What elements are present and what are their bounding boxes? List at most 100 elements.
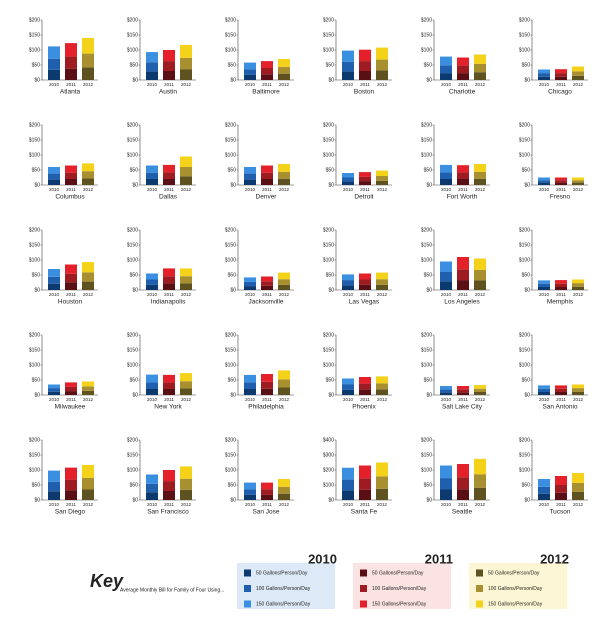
panel-title: Salt Lake City bbox=[442, 404, 483, 411]
bar-segment bbox=[278, 66, 290, 74]
bar-segment bbox=[261, 172, 273, 179]
x-tick-label: 2011 bbox=[458, 502, 468, 507]
y-tick-label: $0 bbox=[328, 392, 334, 398]
bar-segment bbox=[538, 385, 550, 389]
bar-segment bbox=[440, 478, 452, 490]
y-tick-label: $150 bbox=[29, 32, 40, 38]
x-tick-label: 2010 bbox=[539, 187, 550, 192]
y-tick-label: $0 bbox=[328, 77, 334, 83]
x-tick-label: 2010 bbox=[245, 397, 256, 402]
bar-segment bbox=[572, 491, 584, 500]
panel-title: Dallas bbox=[159, 194, 178, 201]
bar-segment bbox=[48, 58, 60, 70]
bar-segment bbox=[180, 57, 192, 70]
x-tick-label: 2012 bbox=[181, 82, 192, 87]
bar-segment bbox=[48, 481, 60, 492]
bar-segment bbox=[82, 464, 94, 478]
y-tick-label: $200 bbox=[29, 227, 40, 233]
bar-segment bbox=[163, 283, 175, 290]
bar-segment bbox=[261, 61, 273, 68]
bar-segment bbox=[261, 285, 273, 290]
bar-segment bbox=[278, 379, 290, 388]
x-tick-label: 2010 bbox=[245, 187, 256, 192]
bar-segment bbox=[555, 388, 567, 392]
y-tick-label: $100 bbox=[225, 47, 236, 53]
x-tick-label: 2011 bbox=[66, 187, 76, 192]
panel-title: Fresno bbox=[550, 194, 571, 201]
y-tick-label: $200 bbox=[519, 17, 530, 23]
bar-segment bbox=[244, 179, 256, 185]
bar-segment bbox=[457, 489, 469, 500]
bar-segment bbox=[555, 177, 567, 181]
bar-segment bbox=[244, 277, 256, 282]
bar-segment bbox=[278, 284, 290, 290]
bar-segment bbox=[376, 176, 388, 181]
key-box bbox=[353, 563, 451, 609]
bar-segment bbox=[538, 479, 550, 487]
bar-segment bbox=[359, 279, 371, 285]
panel-title: Fort Worth bbox=[447, 194, 478, 201]
bar-segment bbox=[474, 171, 486, 179]
panel-title: Phoenix bbox=[352, 404, 376, 411]
y-tick-label: $100 bbox=[323, 152, 334, 158]
bar-segment bbox=[474, 474, 486, 488]
bar-segment bbox=[555, 180, 567, 183]
bar-segment bbox=[376, 383, 388, 390]
panel-title: Memphis bbox=[547, 299, 574, 306]
bar-segment bbox=[555, 476, 567, 485]
y-tick-label: $100 bbox=[323, 47, 334, 53]
x-tick-label: 2011 bbox=[164, 292, 174, 297]
bar-segment bbox=[180, 276, 192, 284]
x-tick-label: 2010 bbox=[539, 397, 550, 402]
x-tick-label: 2012 bbox=[475, 82, 486, 87]
y-tick-label: $150 bbox=[29, 347, 40, 353]
y-tick-label: $200 bbox=[519, 122, 530, 128]
key-swatch bbox=[360, 600, 367, 608]
x-tick-label: 2010 bbox=[539, 502, 550, 507]
key-swatch bbox=[244, 600, 251, 608]
y-tick-label: $100 bbox=[421, 467, 432, 473]
y-tick-label: $200 bbox=[127, 332, 138, 338]
y-tick-label: $150 bbox=[323, 137, 334, 143]
bar-segment bbox=[474, 385, 486, 389]
bar-segment bbox=[474, 164, 486, 172]
key-swatch bbox=[244, 585, 251, 592]
bar-segment bbox=[163, 172, 175, 179]
bar-segment bbox=[342, 61, 354, 72]
y-tick-label: $100 bbox=[421, 257, 432, 263]
bar-segment bbox=[278, 387, 290, 395]
y-tick-label: $50 bbox=[228, 482, 237, 488]
bar-segment bbox=[457, 57, 469, 66]
y-tick-label: $100 bbox=[323, 257, 334, 263]
y-tick-label: $100 bbox=[519, 152, 530, 158]
x-tick-label: 2011 bbox=[262, 502, 272, 507]
y-tick-label: $100 bbox=[421, 152, 432, 158]
y-tick-label: $50 bbox=[130, 62, 139, 68]
bar-segment bbox=[457, 165, 469, 173]
bar-segment bbox=[457, 386, 469, 390]
y-tick-label: $0 bbox=[230, 497, 236, 503]
bar-segment bbox=[261, 482, 273, 490]
bar-segment bbox=[65, 172, 77, 179]
bar-segment bbox=[163, 179, 175, 185]
bar-segment bbox=[440, 489, 452, 500]
y-tick-label: $200 bbox=[323, 122, 334, 128]
bar-segment bbox=[180, 381, 192, 389]
bar-segment bbox=[278, 493, 290, 500]
bar-segment bbox=[572, 180, 584, 183]
key-label: 150 Gallons/Person/Day bbox=[488, 601, 543, 607]
bar-segment bbox=[376, 389, 388, 395]
x-tick-label: 2012 bbox=[83, 187, 94, 192]
bar-segment bbox=[48, 173, 60, 180]
x-tick-label: 2010 bbox=[147, 397, 158, 402]
bar-segment bbox=[82, 281, 94, 290]
bar-segment bbox=[244, 489, 256, 495]
x-tick-label: 2012 bbox=[279, 82, 290, 87]
y-tick-label: $100 bbox=[421, 362, 432, 368]
bar-segment bbox=[65, 68, 77, 80]
y-tick-label: $100 bbox=[29, 152, 40, 158]
bar-segment bbox=[342, 274, 354, 281]
key-swatch bbox=[360, 585, 367, 592]
bar-segment bbox=[555, 287, 567, 290]
y-tick-label: $150 bbox=[421, 347, 432, 353]
